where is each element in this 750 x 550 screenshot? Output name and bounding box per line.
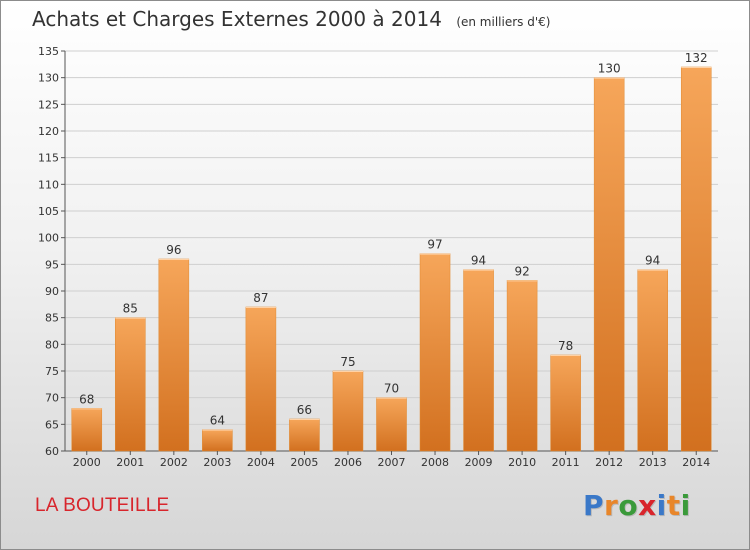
- bar-value-label: 78: [558, 339, 573, 353]
- bar: [71, 408, 103, 452]
- bar-value-label: 130: [598, 62, 621, 76]
- y-tick-label: 90: [45, 285, 59, 298]
- bar: [289, 418, 320, 452]
- bar: [158, 258, 190, 452]
- x-tick-label: 2002: [160, 456, 188, 469]
- y-tick-label: 80: [45, 338, 59, 351]
- x-tick-label: 2003: [203, 456, 231, 469]
- logo-letter: i: [680, 489, 691, 522]
- x-tick-label: 2010: [508, 456, 536, 469]
- bar: [637, 269, 668, 452]
- y-tick-label: 110: [38, 178, 59, 191]
- x-tick-label: 2004: [247, 456, 275, 469]
- x-tick-label: 2011: [552, 456, 580, 469]
- x-tick-label: 2013: [639, 456, 667, 469]
- bar-value-label: 66: [297, 403, 312, 417]
- y-tick-label: 70: [45, 392, 59, 405]
- bar: [202, 429, 233, 452]
- bar-value-label: 94: [471, 254, 486, 268]
- bar: [506, 280, 538, 452]
- bar-value-label: 132: [685, 51, 708, 65]
- bar-value-label: 92: [514, 264, 529, 278]
- x-tick-label: 2008: [421, 456, 449, 469]
- city-name: LA BOUTEILLE: [35, 495, 170, 516]
- y-tick-label: 130: [38, 72, 59, 85]
- bar: [332, 370, 364, 452]
- bar: [245, 306, 277, 452]
- y-tick-label: 100: [38, 232, 59, 245]
- x-tick-label: 2012: [595, 456, 623, 469]
- bar-value-label: 94: [645, 254, 660, 268]
- proxiti-logo: Proxiti: [583, 489, 691, 522]
- chart-title: Achats et Charges Externes 2000 à 2014 (…: [32, 7, 550, 31]
- chart-subtitle: (en milliers d'€): [456, 15, 551, 29]
- bar-value-label: 70: [384, 382, 399, 396]
- y-tick-label: 85: [45, 312, 59, 325]
- bar: [593, 77, 625, 452]
- y-tick-label: 115: [38, 152, 59, 165]
- x-tick-label: 2014: [682, 456, 710, 469]
- bar: [463, 269, 494, 452]
- y-tick-label: 105: [38, 205, 59, 218]
- logo-letter: t: [666, 489, 681, 522]
- y-tick-label: 125: [38, 98, 59, 111]
- bar: [550, 354, 581, 452]
- x-tick-label: 2000: [73, 456, 101, 469]
- bar-value-label: 68: [79, 392, 94, 406]
- bar-value-label: 96: [166, 243, 181, 257]
- x-tick-label: 2007: [378, 456, 406, 469]
- logo-letter: x: [638, 489, 657, 522]
- logo-letter: P: [583, 489, 605, 522]
- x-tick-label: 2006: [334, 456, 362, 469]
- bar-value-label: 85: [123, 302, 138, 316]
- bar-value-label: 64: [210, 414, 225, 428]
- x-tick-label: 2005: [290, 456, 318, 469]
- bar-value-label: 97: [427, 238, 442, 252]
- x-tick-label: 2001: [116, 456, 144, 469]
- y-tick-label: 60: [45, 445, 59, 458]
- bar: [376, 397, 407, 452]
- y-tick-label: 65: [45, 418, 59, 431]
- bar: [680, 66, 712, 452]
- x-tick-label: 2009: [465, 456, 493, 469]
- logo-letter: r: [604, 489, 619, 522]
- logo-letter: i: [656, 489, 667, 522]
- y-tick-label: 120: [38, 125, 59, 138]
- chart-title-text: Achats et Charges Externes 2000 à 2014: [32, 7, 442, 31]
- bar: [115, 317, 146, 452]
- y-tick-label: 75: [45, 365, 59, 378]
- bar-value-label: 75: [340, 355, 355, 369]
- bar-value-label: 87: [253, 291, 268, 305]
- y-tick-label: 95: [45, 258, 59, 271]
- bar: [419, 253, 451, 452]
- y-tick-label: 135: [38, 45, 59, 58]
- logo-letter: o: [618, 489, 639, 522]
